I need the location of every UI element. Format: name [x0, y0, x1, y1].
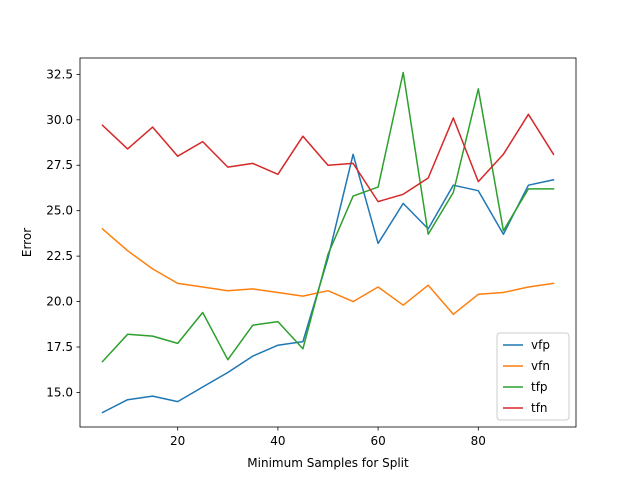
x-axis: 20 40 60 80 — [170, 427, 486, 448]
series-line-vfn — [101, 227, 555, 316]
x-tick-label: 40 — [270, 434, 285, 448]
y-tick-label: 22.5 — [46, 249, 73, 263]
y-tick-label: 27.5 — [46, 158, 73, 172]
y-tick-label: 30.0 — [46, 113, 73, 127]
series-line-tfp — [101, 71, 555, 363]
plot-area — [79, 57, 577, 428]
x-tick-label: 60 — [370, 434, 385, 448]
series-line-tfn — [101, 113, 555, 203]
y-axis-label: Error — [20, 228, 34, 257]
y-tick-label: 17.5 — [46, 340, 73, 354]
series-line-vfp — [101, 153, 555, 414]
legend-label-vfp: vfp — [531, 338, 550, 352]
y-axis: 15.0 17.5 20.0 22.5 25.0 27.5 30.0 32.5 — [46, 67, 80, 399]
plot-frame — [79, 57, 577, 428]
x-tick-label: 20 — [170, 434, 185, 448]
legend-label-tfn: tfn — [531, 401, 548, 415]
y-tick-label: 20.0 — [46, 295, 73, 309]
legend-box — [496, 332, 570, 421]
y-tick-label: 25.0 — [46, 204, 73, 218]
x-axis-label: Minimum Samples for Split — [247, 456, 409, 470]
x-tick-label: 80 — [471, 434, 486, 448]
legend-label-tfp: tfp — [531, 380, 548, 394]
legend-label-vfn: vfn — [531, 359, 550, 373]
legend: vfp vfn tfp tfn — [496, 332, 570, 421]
y-tick-label: 32.5 — [46, 67, 73, 81]
y-tick-label: 15.0 — [46, 385, 73, 399]
